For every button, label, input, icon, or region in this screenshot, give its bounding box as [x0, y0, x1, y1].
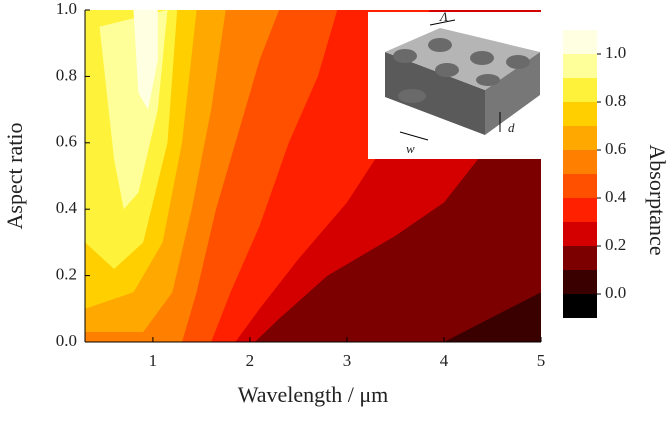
x-tick-label: 4: [440, 351, 449, 370]
colorbar-block: [563, 30, 597, 54]
dim-line: [399, 131, 429, 141]
block-front: [385, 52, 485, 135]
colorbar-block: [563, 102, 597, 126]
colorbar-label: Absorptance: [645, 144, 666, 255]
colorbar-block: [563, 126, 597, 150]
contour-region: [133, 10, 158, 110]
dim-line: [429, 19, 456, 26]
y-tick-label: 0.6: [56, 132, 77, 151]
y-tick-label: 0.0: [56, 331, 77, 350]
block-top: [385, 28, 540, 90]
y-tick-label: 0.4: [56, 198, 78, 217]
x-axis-label: Wavelength / μm: [238, 382, 389, 407]
inset-label: Λ: [438, 9, 448, 24]
colorbar-tick-label: 0.0: [605, 283, 626, 302]
colorbar-tick-label: 0.4: [605, 187, 627, 206]
block-side: [485, 52, 540, 135]
x-tick-label: 3: [343, 351, 352, 370]
y-axis-label: Aspect ratio: [2, 123, 27, 230]
colorbar-block: [563, 198, 597, 222]
colorbar-tick-label: 0.8: [605, 91, 626, 110]
colorbar-tick-label: 1.0: [605, 43, 626, 62]
colorbar-block: [563, 78, 597, 102]
colorbar-block: [563, 174, 597, 198]
inset-label: d: [508, 120, 515, 135]
y-tick-label: 1.0: [56, 0, 77, 18]
colorbar-block: [563, 246, 597, 270]
x-tick-label: 1: [149, 351, 158, 370]
colorbar-block: [563, 294, 597, 318]
x-tick-label: 2: [246, 351, 255, 370]
plot-area: [85, 10, 541, 342]
colorbar-tick-label: 0.6: [605, 139, 626, 158]
inset-label: w: [406, 141, 415, 156]
y-tick-label: 0.2: [56, 265, 77, 284]
x-tick-label: 5: [537, 351, 546, 370]
colorbar-block: [563, 270, 597, 294]
colorbar-block: [563, 150, 597, 174]
y-tick-label: 0.8: [56, 65, 77, 84]
colorbar-block: [563, 222, 597, 246]
colorbar-block: [563, 54, 597, 78]
colorbar-tick-label: 0.2: [605, 235, 626, 254]
holes: [393, 38, 530, 103]
inset: Λ d w: [368, 9, 558, 159]
